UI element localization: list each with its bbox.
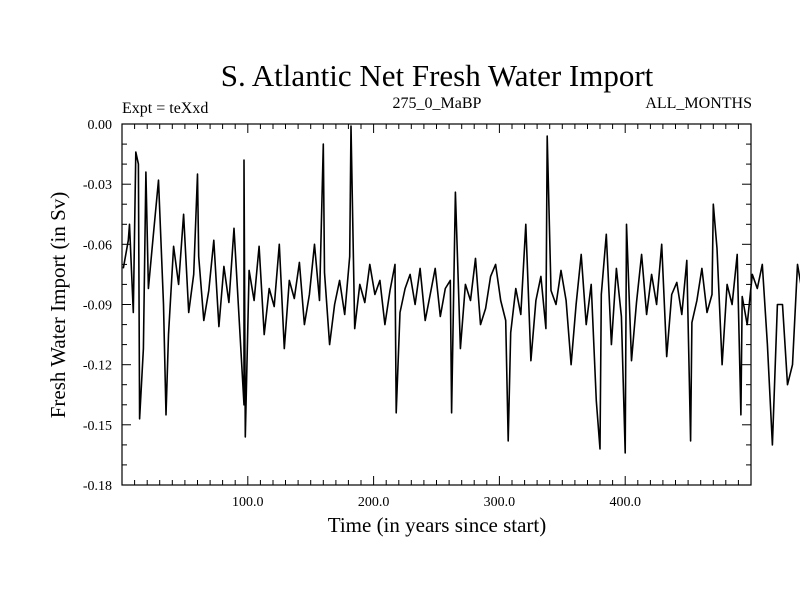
y-tick-label: -0.09 [83, 299, 112, 314]
months-label: ALL_MONTHS [645, 95, 752, 112]
y-tick-label: 0.00 [88, 118, 113, 133]
x-tick-label: 200.0 [358, 495, 390, 510]
x-axis-label: Time (in years since start) [328, 513, 547, 537]
x-tick-label: 300.0 [484, 495, 516, 510]
y-tick-label: -0.06 [83, 238, 112, 253]
y-tick-label: -0.03 [83, 178, 112, 193]
y-tick-label: -0.15 [83, 419, 112, 434]
series-line [122, 125, 800, 454]
chart-title: S. Atlantic Net Fresh Water Import [221, 58, 654, 93]
x-tick-labels: 100.0 200.0 300.0 400.0 [232, 495, 641, 510]
y-tick-labels: 0.00 -0.03 -0.06 -0.09 -0.12 -0.15 -0.18 [83, 118, 112, 494]
run-label: 275_0_MaBP [393, 95, 482, 112]
x-tick-label: 100.0 [232, 495, 264, 510]
y-tick-label: -0.12 [83, 359, 112, 374]
y-tick-label: -0.18 [83, 479, 112, 494]
y-axis-label: Fresh Water Import (in Sv) [46, 192, 70, 419]
x-tick-label: 400.0 [609, 495, 641, 510]
expt-label: Expt = teXxd [122, 100, 208, 117]
